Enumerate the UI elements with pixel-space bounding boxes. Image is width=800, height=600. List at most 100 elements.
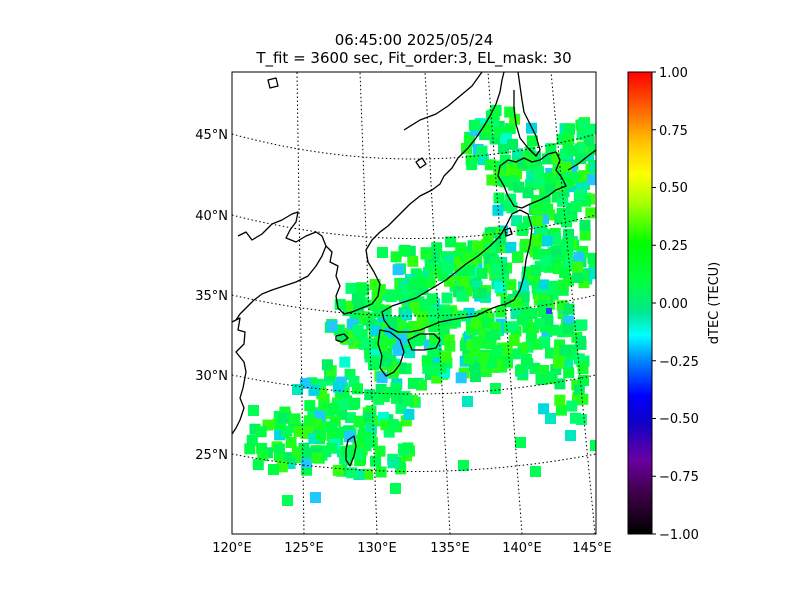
- dtec-cell: [374, 306, 386, 318]
- dtec-cell: [556, 133, 568, 145]
- dtec-cell: [353, 301, 365, 313]
- lon-label: 120°E: [212, 541, 252, 556]
- dtec-cell: [384, 327, 396, 339]
- dtec-cell: [358, 311, 370, 323]
- dtec-cell: [545, 347, 556, 359]
- dtec-cell: [332, 381, 344, 393]
- dtec-cell: [427, 345, 439, 356]
- dtec-cell: [373, 393, 385, 405]
- dtec-cell: [522, 216, 534, 228]
- parallel-30: [232, 374, 596, 395]
- dtec-cell: [511, 252, 523, 263]
- graticule: [232, 72, 596, 534]
- dtec-cell: [311, 418, 322, 430]
- dtec-cell: [395, 402, 407, 414]
- dtec-cell: [486, 357, 498, 369]
- dtec-cell: [398, 443, 410, 455]
- dtec-cell: [516, 314, 528, 326]
- dtec-cell: [462, 252, 474, 264]
- dtec-cell: [470, 125, 482, 137]
- dtec-cell: [248, 405, 259, 416]
- dtec-cell: [361, 337, 373, 349]
- dtec-cell: [341, 445, 353, 457]
- dtec-cell: [494, 282, 506, 294]
- dtec-cell: [291, 446, 303, 458]
- dtec-cell: [570, 201, 582, 213]
- dtec-cell: [376, 335, 388, 347]
- coastlines: [232, 72, 596, 467]
- dtec-cell: [429, 333, 441, 345]
- dtec-cell: [392, 344, 404, 356]
- kyushu: [377, 329, 405, 377]
- dtec-cell: [576, 356, 588, 367]
- dtec-cell: [575, 153, 587, 165]
- dtec-cell: [532, 248, 544, 260]
- dtec-cell: [568, 181, 580, 193]
- dtec-cell: [476, 145, 488, 157]
- dtec-cell: [562, 315, 574, 327]
- dtec-cell: [347, 318, 359, 330]
- dtec-cell: [590, 440, 596, 451]
- dtec-cell: [509, 113, 521, 125]
- dtec-cell: [560, 161, 572, 173]
- dtec-cell: [375, 384, 387, 395]
- dtec-cell: [346, 467, 358, 479]
- dtec-cell: [541, 249, 553, 261]
- colorbar-gradient: [627, 71, 653, 535]
- dtec-cell: [544, 209, 555, 221]
- lat-label: 25°N: [195, 448, 228, 463]
- dtec-cell: [427, 310, 439, 322]
- dtec-cell: [577, 245, 589, 257]
- dtec-cell: [577, 393, 589, 405]
- dtec-cell: [442, 263, 454, 275]
- hokkaido: [497, 151, 567, 209]
- dtec-cell: [276, 461, 288, 473]
- dtec-cell: [314, 410, 325, 422]
- dtec-cell: [256, 442, 268, 454]
- dtec-cell: [578, 170, 590, 182]
- lon-label: 125°E: [284, 541, 324, 556]
- dtec-cell: [456, 290, 468, 302]
- dtec-cell: [471, 240, 483, 252]
- dtec-cell: [589, 162, 596, 174]
- dtec-cell: [552, 263, 564, 275]
- dtec-cell: [392, 264, 404, 276]
- dtec-cell: [531, 282, 543, 294]
- dtec-cell: [463, 307, 475, 319]
- dtec-cell: [334, 299, 346, 310]
- meridian-145: [550, 72, 596, 534]
- dtec-cell: [492, 174, 504, 186]
- dtec-cell: [444, 255, 456, 267]
- dtec-cell: [551, 245, 563, 257]
- dtec-cell: [413, 330, 425, 342]
- dtec-cell: [444, 340, 456, 352]
- dtec-cell: [244, 443, 256, 455]
- dtec-cell: [344, 431, 356, 443]
- lake-khanka: [415, 157, 427, 169]
- dtec-cell: [427, 251, 439, 263]
- lat-label: 40°N: [195, 209, 228, 224]
- dtec-cell: [543, 261, 555, 273]
- dtec-cell: [301, 447, 313, 459]
- map-title-time: 06:45:00 2025/05/24: [334, 31, 494, 49]
- dtec-cell: [308, 433, 320, 445]
- dtec-cell: [329, 415, 341, 427]
- meridian-135: [424, 72, 451, 534]
- dtec-cell: [542, 172, 554, 184]
- dtec-cell: [500, 133, 512, 145]
- dtec-cell: [557, 195, 569, 207]
- northeast-coast: [403, 72, 483, 131]
- dtec-cell: [318, 401, 330, 412]
- dtec-cell: [522, 358, 534, 370]
- dtec-cell: [529, 362, 541, 374]
- dtec-cell: [352, 448, 363, 460]
- dtec-cell: [304, 400, 316, 412]
- dtec-cell: [548, 324, 560, 336]
- dtec-cell: [449, 316, 461, 328]
- colorbar-tick: 0.50: [659, 181, 688, 196]
- dtec-cell: [490, 264, 502, 275]
- dtec-cell: [583, 135, 595, 147]
- dtec-cell: [398, 245, 410, 257]
- dtec-cell: [362, 468, 374, 480]
- dtec-cell: [337, 330, 349, 342]
